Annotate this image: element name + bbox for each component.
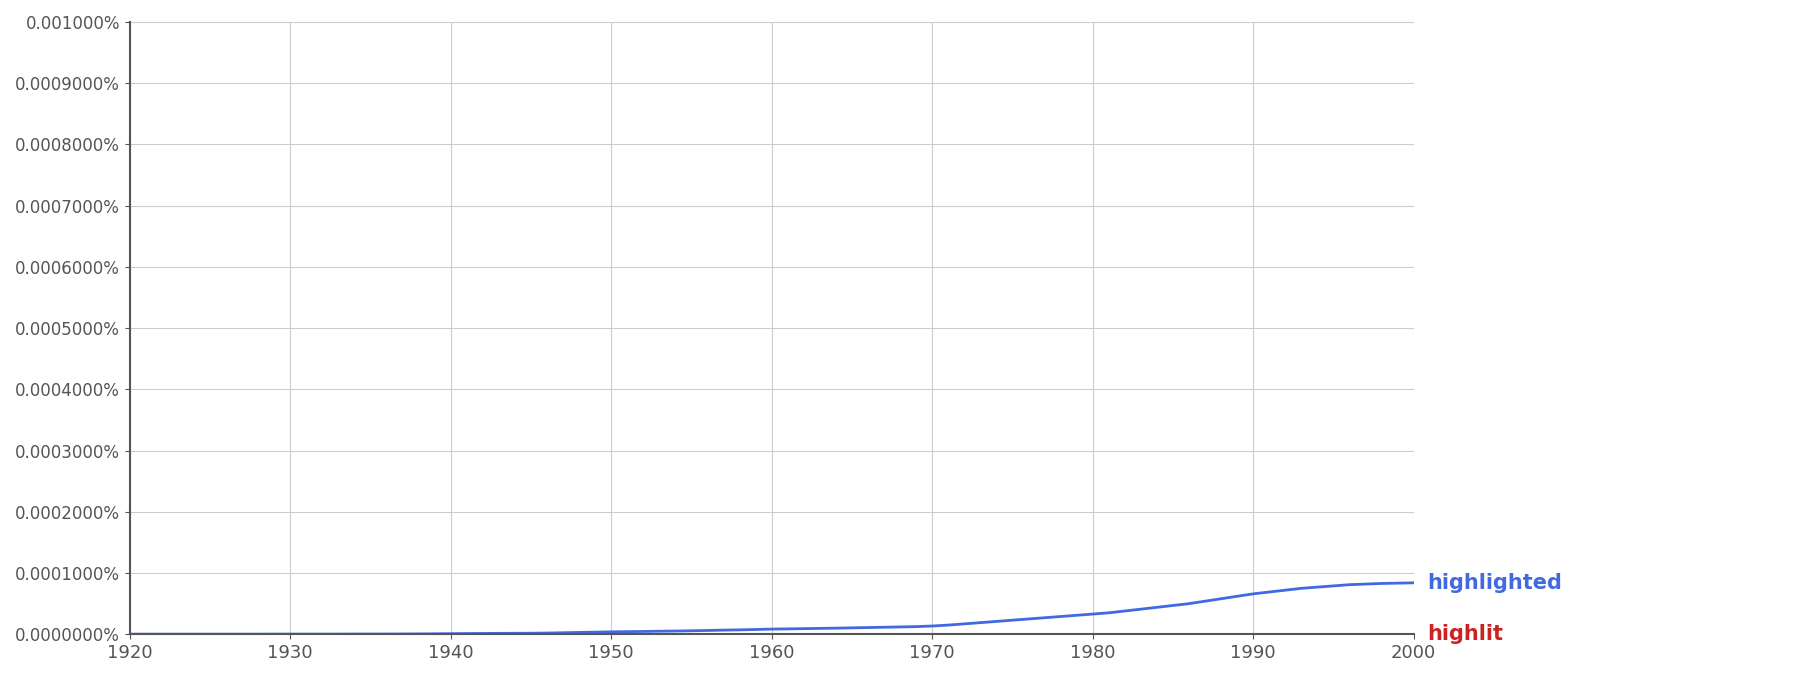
Text: highlighted: highlighted xyxy=(1427,573,1563,593)
Text: highlit: highlit xyxy=(1427,624,1503,645)
